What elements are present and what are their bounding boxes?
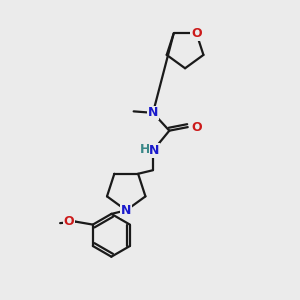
- Text: N: N: [149, 144, 160, 157]
- Text: O: O: [64, 215, 74, 228]
- Text: N: N: [121, 204, 131, 217]
- Text: N: N: [148, 106, 158, 119]
- Text: O: O: [191, 27, 202, 40]
- Text: H: H: [140, 143, 150, 156]
- Text: O: O: [191, 121, 202, 134]
